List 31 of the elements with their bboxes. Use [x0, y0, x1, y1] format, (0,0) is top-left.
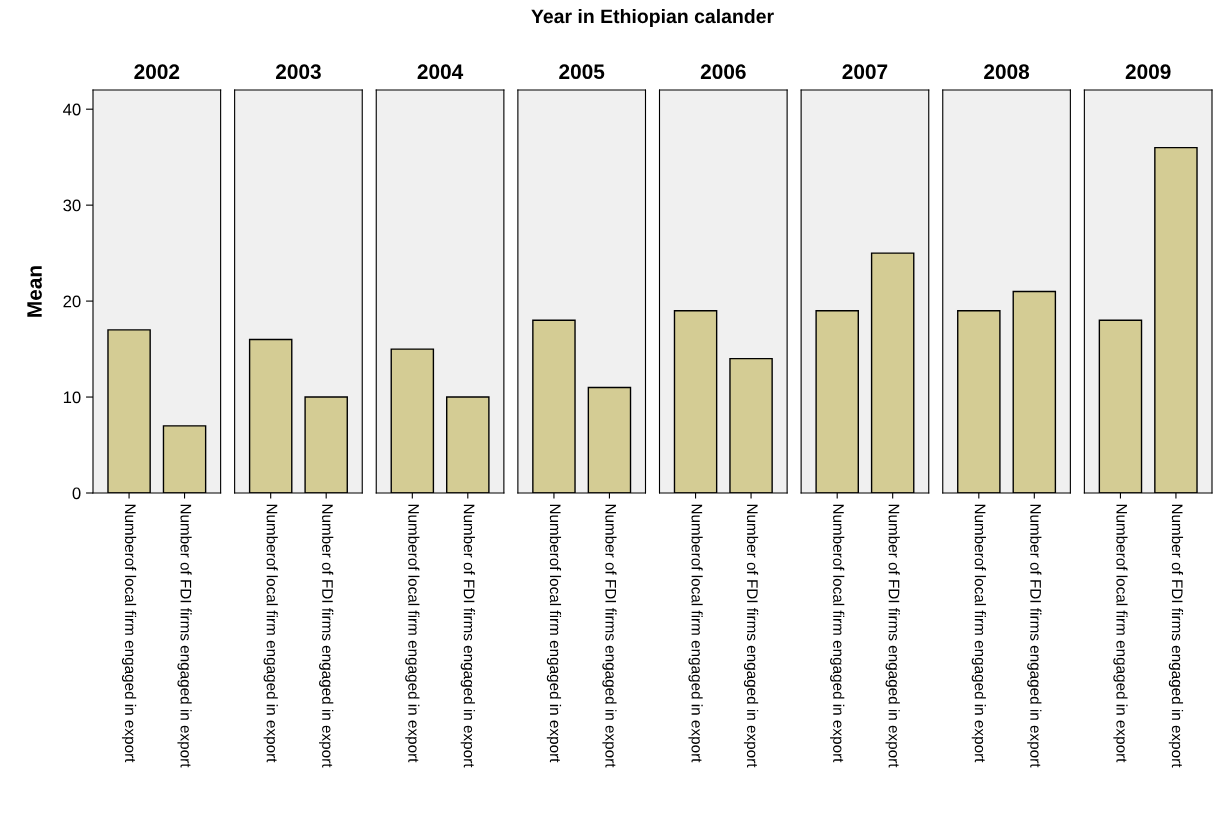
y-tick-label: 30: [63, 199, 81, 212]
x-tick-label: Numberof local firm engaged in export: [971, 504, 986, 763]
x-tick-label: Numberof local firm engaged in export: [263, 504, 278, 763]
x-tick-label: Number of FDI firms engaged in export: [319, 504, 334, 768]
chart-title: 2005: [559, 64, 605, 80]
x-tick-label: Number of FDI firms engaged in export: [1168, 504, 1184, 768]
chart-title: 2002: [134, 64, 180, 80]
chart-title: 2006: [700, 64, 746, 80]
chart-title: 2008: [984, 64, 1030, 80]
x-tick-label: Numberof local firm engaged in export: [688, 504, 703, 763]
x-tick-label: Number of FDI firms engaged in export: [602, 504, 617, 768]
chart-title: 2007: [842, 64, 888, 80]
x-tick-label: Number of FDI firms engaged in export: [885, 504, 900, 768]
chart-title: 2004: [417, 64, 464, 80]
x-tick-label: Number of FDI firms engaged in export: [743, 504, 759, 768]
x-tick-label: Number of FDI firms engaged in export: [177, 504, 192, 768]
y-axis-title: Mean: [27, 266, 42, 317]
x-tick-label: Numberof local firm engaged in export: [121, 504, 137, 763]
x-tick-label: Number of FDI firms engaged in export: [460, 504, 475, 768]
y-tick-label: 10: [63, 391, 81, 404]
x-tick-label: Numberof local firm engaged in export: [405, 504, 420, 763]
text: Year in Ethiopian calander: [531, 8, 774, 28]
chart-title: 2003: [275, 64, 321, 80]
y-tick-label: 0: [72, 487, 81, 500]
y-tick-label: 20: [63, 295, 81, 308]
x-tick-label: Numberof local firm engaged in export: [1113, 504, 1128, 763]
y-tick-label: 40: [63, 103, 81, 116]
x-tick-label: Numberof local firm engaged in export: [546, 504, 562, 763]
x-tick-label: Number of FDI firms engaged in export: [1027, 504, 1042, 768]
chart-title: 2009: [1125, 64, 1171, 80]
x-tick-label: Numberof local firm engaged in export: [830, 504, 845, 763]
